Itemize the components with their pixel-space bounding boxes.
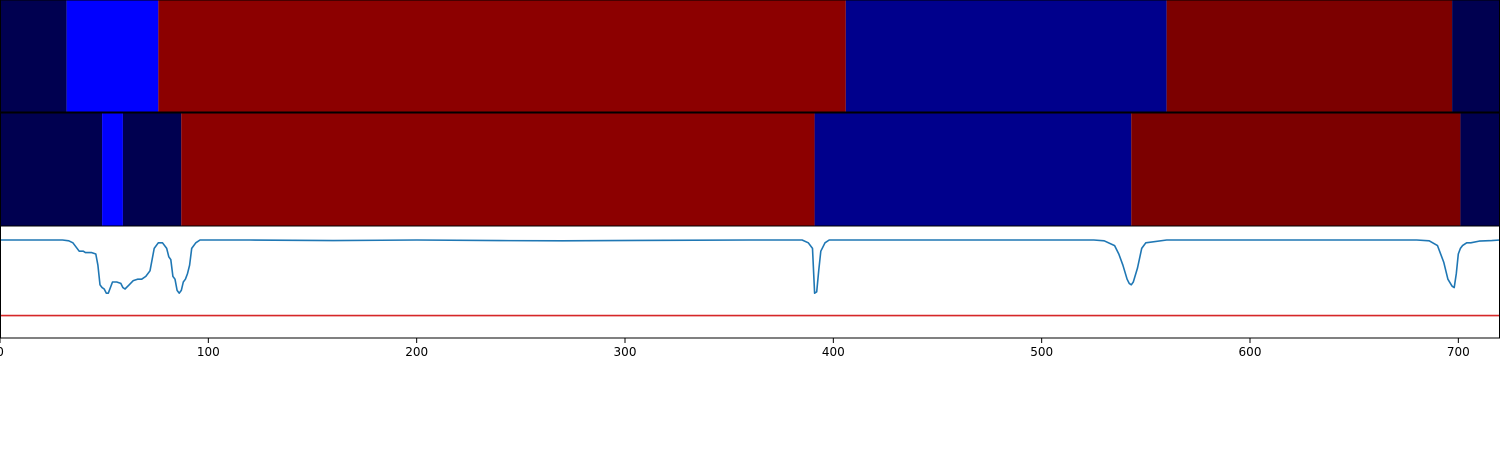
segmentation-track-bottom-segment-0 (0, 113, 103, 226)
segmentation-track-bottom (0, 112, 1500, 227)
segmentation-track-top-segment-0 (0, 0, 67, 112)
segmentation-track-bottom-segment-2 (122, 113, 182, 226)
segmentation-track-top (0, 0, 1500, 113)
segmentation-track-top-segment-1 (66, 0, 159, 112)
segmentation-track-bottom-segment-6 (1460, 113, 1500, 226)
x-tick-label-200: 200 (405, 345, 428, 359)
x-axis: 0 100 200 300 400 500 600 700 (0, 338, 1470, 359)
segmentation-track-bottom-segment-5 (1131, 113, 1461, 226)
x-tick-label-600: 600 (1239, 345, 1262, 359)
line-plot-area (0, 225, 1500, 339)
segmentation-track-bottom-segment-4 (814, 113, 1132, 226)
segmentation-track-bottom-segment-1 (102, 113, 123, 226)
x-tick-label-300: 300 (614, 345, 637, 359)
x-tick-label-400: 400 (822, 345, 845, 359)
segmentation-track-bottom-segment-3 (181, 113, 815, 226)
x-tick-label-100: 100 (197, 345, 220, 359)
plot-background (0, 226, 1500, 338)
segmentation-track-top-segment-5 (1452, 0, 1500, 112)
series-line-score (0, 239, 1500, 295)
segmentation-track-top-segment-2 (158, 0, 846, 112)
x-tick-label-500: 500 (1030, 345, 1053, 359)
segmentation-track-top-segment-4 (1166, 0, 1453, 112)
x-tick-label-0: 0 (0, 345, 4, 359)
x-tick-label-700: 700 (1447, 345, 1470, 359)
segmentation-track-top-segment-3 (845, 0, 1167, 112)
